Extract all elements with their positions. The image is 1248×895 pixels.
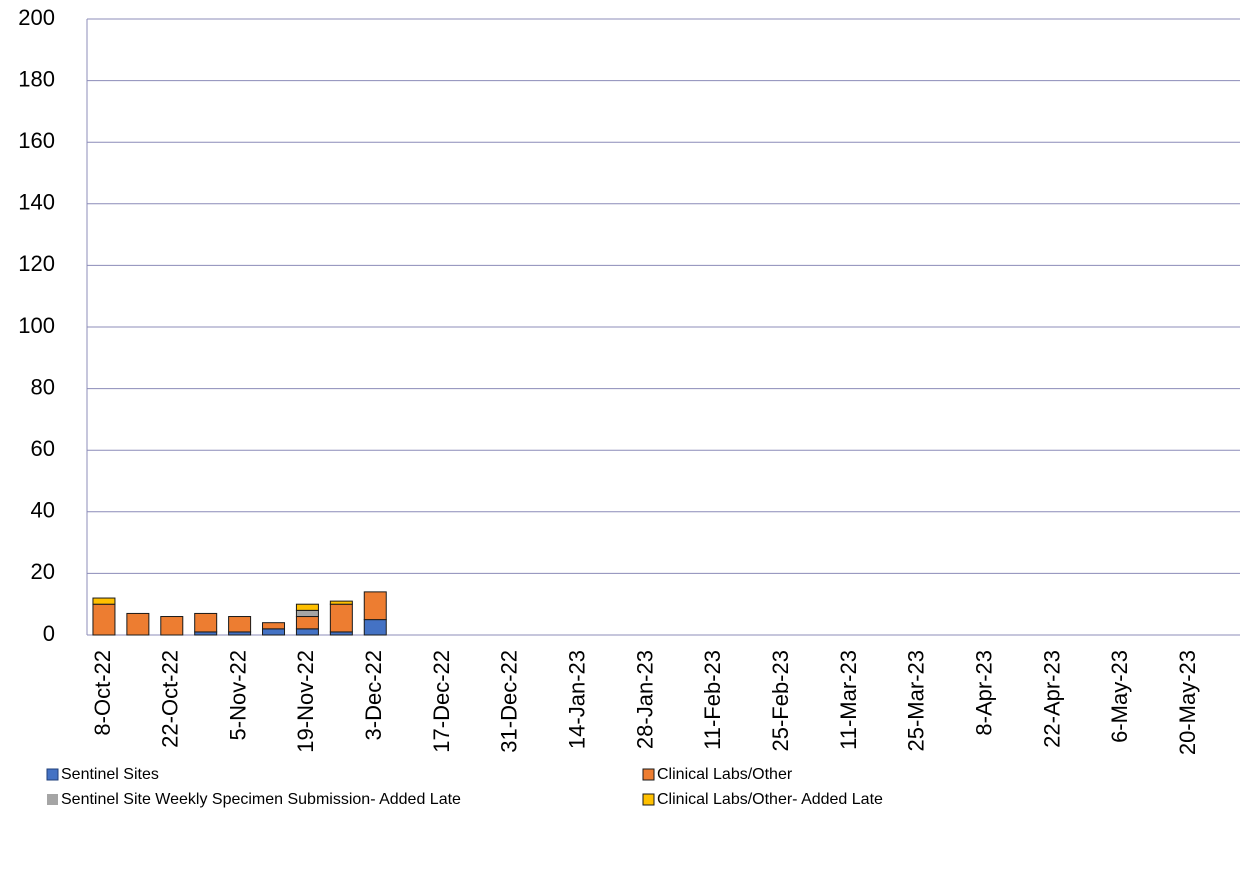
bar-segment: [194, 612, 218, 633]
bar-segment: [92, 597, 116, 605]
x-tick-label: 19-Nov-22: [293, 650, 318, 753]
legend-swatch: [46, 768, 59, 781]
y-tick-label: 140: [18, 190, 55, 215]
y-tick-label: 40: [31, 498, 55, 523]
legend-label: Sentinel Site Weekly Specimen Submission…: [61, 791, 461, 808]
y-tick-label: 200: [18, 5, 55, 30]
y-tick-label: 100: [18, 313, 55, 338]
x-tick-label: 22-Oct-22: [158, 650, 183, 748]
legend-label: Clinical Labs/Other- Added Late: [657, 791, 883, 808]
bar-segment: [228, 616, 252, 633]
bar-segment: [295, 616, 319, 630]
x-tick-label: 14-Jan-23: [565, 650, 590, 749]
x-tick-label: 11-Mar-23: [836, 650, 861, 750]
y-tick-label: 0: [43, 621, 55, 646]
y-tick-label: 180: [18, 66, 55, 91]
y-tick-label: 60: [31, 436, 55, 461]
bar-segment: [92, 603, 116, 636]
legend-label: Clinical Labs/Other: [657, 766, 793, 783]
bar-segment: [363, 619, 387, 636]
x-tick-label: 3-Dec-22: [361, 650, 386, 740]
x-tick-label: 5-Nov-22: [225, 650, 250, 740]
bar-segment: [295, 628, 319, 636]
bar-segment: [160, 616, 184, 636]
x-tick-label: 8-Apr-23: [971, 650, 996, 736]
bar-segment: [262, 622, 286, 630]
legend-label: Sentinel Sites: [61, 766, 159, 783]
x-tick-label: 17-Dec-22: [429, 650, 454, 753]
bar-segment: [262, 628, 286, 636]
bar-segment: [363, 591, 387, 621]
y-tick-label: 80: [31, 374, 55, 399]
bar-segment: [126, 612, 150, 636]
x-tick-label: 20-May-23: [1175, 650, 1200, 755]
legend-swatch: [47, 794, 58, 805]
x-tick-label: 6-May-23: [1107, 650, 1132, 743]
y-tick-label: 120: [18, 251, 55, 276]
x-tick-label: 11-Feb-23: [700, 650, 725, 750]
bar-segment: [295, 609, 319, 618]
x-tick-label: 25-Mar-23: [904, 650, 929, 751]
x-tick-label: 31-Dec-22: [497, 650, 522, 753]
bar-segment: [329, 603, 353, 633]
x-tick-label: 22-Apr-23: [1039, 650, 1064, 748]
legend-swatch: [642, 793, 655, 806]
x-tick-label: 25-Feb-23: [768, 650, 793, 752]
x-tick-label: 28-Jan-23: [632, 650, 657, 749]
bar-segment: [295, 603, 319, 611]
legend-swatch: [642, 768, 655, 781]
x-tick-label: 8-Oct-22: [90, 650, 115, 736]
bar-segment: [329, 600, 353, 605]
y-tick-label: 160: [18, 128, 55, 153]
y-tick-label: 20: [31, 559, 55, 584]
